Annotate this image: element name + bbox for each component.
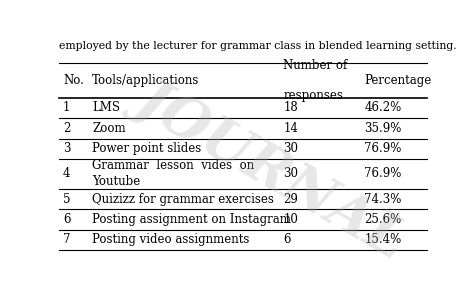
Text: 10: 10 [283, 213, 298, 226]
Text: Tools/applications: Tools/applications [92, 74, 200, 87]
Text: JOURNAL: JOURNAL [128, 68, 417, 267]
Text: 14: 14 [283, 122, 298, 135]
Text: 25.6%: 25.6% [364, 213, 401, 226]
Text: 1: 1 [63, 101, 70, 114]
Text: 6: 6 [283, 233, 291, 247]
Text: employed by the lecturer for grammar class in blended learning setting.: employed by the lecturer for grammar cla… [59, 41, 457, 51]
Text: Posting video assignments: Posting video assignments [92, 233, 250, 247]
Text: 4: 4 [63, 167, 71, 181]
Text: 6: 6 [63, 213, 71, 226]
Text: 30: 30 [283, 142, 298, 155]
Text: LMS: LMS [92, 101, 120, 114]
Text: 7: 7 [63, 233, 71, 247]
Text: 3: 3 [63, 142, 71, 155]
Text: 76.9%: 76.9% [364, 167, 401, 181]
Text: 46.2%: 46.2% [364, 101, 401, 114]
Text: Number of

responses: Number of responses [283, 59, 347, 102]
Text: 76.9%: 76.9% [364, 142, 401, 155]
Text: 30: 30 [283, 167, 298, 181]
Text: Zoom: Zoom [92, 122, 126, 135]
Text: Percentage: Percentage [364, 74, 431, 87]
Text: 18: 18 [283, 101, 298, 114]
Text: 5: 5 [63, 193, 71, 206]
Text: 29: 29 [283, 193, 298, 206]
Text: Power point slides: Power point slides [92, 142, 201, 155]
Text: Quizizz for grammar exercises: Quizizz for grammar exercises [92, 193, 274, 206]
Text: 2: 2 [63, 122, 70, 135]
Text: 74.3%: 74.3% [364, 193, 401, 206]
Text: No.: No. [63, 74, 84, 87]
Text: 35.9%: 35.9% [364, 122, 401, 135]
Text: Posting assignment on Instagram: Posting assignment on Instagram [92, 213, 291, 226]
Text: Grammar  lesson  vides  on
Youtube: Grammar lesson vides on Youtube [92, 160, 255, 188]
Text: 15.4%: 15.4% [364, 233, 401, 247]
